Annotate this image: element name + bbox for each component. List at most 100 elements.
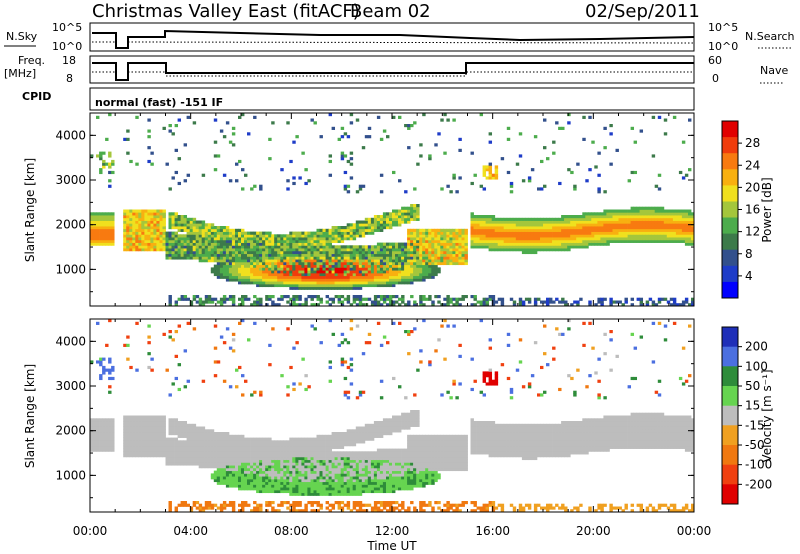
echo-cell	[603, 126, 607, 130]
echo-cell	[431, 239, 435, 243]
echo-cell	[476, 245, 481, 249]
echo-cell	[186, 253, 191, 257]
echo-cell	[684, 212, 689, 216]
echo-cell	[660, 223, 665, 227]
echo-cell	[627, 231, 632, 235]
echo-cell	[277, 476, 281, 480]
echo-cell	[165, 234, 169, 238]
echo-cell	[262, 239, 266, 243]
echo-cell	[307, 264, 311, 268]
echo-cell	[316, 245, 320, 249]
echo-cell	[228, 456, 233, 461]
echo-cell	[361, 226, 366, 230]
echo-cell	[452, 253, 456, 257]
echo-cell	[99, 157, 103, 161]
echo-cell	[379, 281, 384, 285]
echo-cell	[162, 223, 166, 227]
echo-cell	[111, 448, 115, 452]
echo-cell	[355, 245, 360, 249]
echo-cell	[582, 212, 586, 216]
echo-cell	[612, 234, 616, 238]
echo-cell	[691, 297, 695, 301]
echo-cell	[497, 237, 502, 241]
echo-cell	[207, 295, 212, 299]
echo-cell	[228, 264, 233, 268]
echo-cell	[476, 231, 481, 235]
echo-cell	[379, 190, 384, 194]
echo-cell	[96, 423, 100, 427]
echo-cell	[225, 239, 230, 243]
echo-cell	[346, 283, 351, 288]
echo-cell	[407, 281, 411, 285]
echo-cell	[238, 448, 242, 452]
echo-cell	[228, 462, 233, 466]
echo-cell	[231, 509, 236, 513]
echo-cell	[253, 476, 257, 480]
echo-cell	[265, 451, 269, 455]
echo-cell	[301, 248, 305, 252]
echo-cell	[633, 206, 638, 210]
echo-cell	[210, 234, 215, 238]
echo-cell	[228, 228, 233, 232]
echo-cell	[289, 248, 293, 252]
echo-cell	[222, 234, 227, 238]
echo-cell	[204, 256, 209, 260]
echo-cell	[256, 470, 260, 474]
echo-cell	[515, 231, 520, 235]
echo-cell	[355, 228, 360, 232]
echo-cell	[180, 423, 185, 427]
echo-cell	[277, 454, 281, 458]
echo-cell	[527, 217, 532, 221]
echo-cell	[537, 234, 541, 238]
echo-cell	[93, 426, 97, 430]
echo-cell	[231, 465, 236, 469]
echo-cell	[241, 248, 245, 252]
echo-cell	[600, 303, 604, 307]
echo-cell	[386, 264, 390, 268]
echo-cell	[228, 470, 233, 474]
echo-cell	[552, 237, 556, 241]
echo-cell	[177, 445, 182, 449]
echo-cell	[428, 295, 432, 299]
echo-cell	[404, 275, 408, 279]
echo-cell	[235, 445, 239, 449]
echo-cell	[479, 113, 484, 117]
echo-cell	[156, 237, 160, 241]
echo-cell	[343, 297, 348, 301]
echo-cell	[500, 234, 505, 238]
echo-cell	[144, 421, 148, 425]
echo-cell	[147, 437, 151, 441]
echo-cell	[231, 300, 236, 304]
echo-cell	[606, 239, 610, 243]
echo-cell	[452, 250, 456, 255]
echo-cell	[355, 283, 360, 288]
echo-cell	[521, 226, 526, 230]
echo-cell	[663, 228, 668, 232]
echo-cell	[186, 234, 191, 238]
echo-cell	[150, 162, 154, 166]
echo-cell	[561, 237, 565, 241]
echo-cell	[343, 170, 348, 175]
echo-cell	[422, 256, 426, 260]
echo-cell	[654, 184, 659, 188]
echo-cell	[352, 223, 357, 227]
echo-cell	[168, 124, 172, 128]
echo-cell	[144, 440, 148, 444]
echo-cell	[325, 295, 330, 299]
echo-cell	[238, 234, 242, 238]
echo-cell	[373, 300, 378, 304]
echo-cell	[289, 239, 293, 243]
echo-cell	[546, 300, 550, 304]
echo-cell	[546, 228, 550, 232]
echo-cell	[156, 223, 160, 227]
echo-cell	[410, 261, 414, 266]
echo-cell	[153, 231, 157, 235]
echo-cell	[458, 256, 462, 260]
echo-cell	[461, 239, 465, 243]
echo-cell	[219, 503, 224, 507]
echo-cell	[189, 234, 194, 238]
echo-cell	[398, 272, 402, 277]
echo-cell	[268, 270, 272, 274]
echo-cell	[479, 239, 484, 243]
echo-cell	[129, 220, 133, 224]
